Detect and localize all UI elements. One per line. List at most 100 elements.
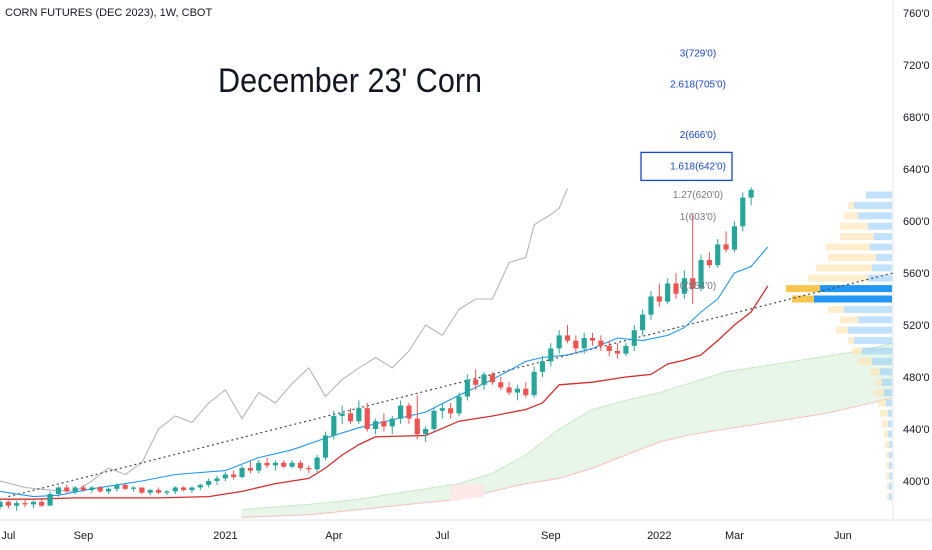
- price-tick-label: 720'0: [903, 60, 930, 72]
- volume-bar-up: [848, 326, 892, 334]
- candle-body: [665, 283, 671, 302]
- volume-bar-up: [814, 295, 892, 303]
- ichimoku-cloud: [241, 342, 894, 518]
- price-tick-label: 400'0: [903, 476, 930, 488]
- candle-body: [214, 478, 220, 481]
- candle-body: [439, 408, 445, 411]
- candle-body: [147, 490, 153, 493]
- volume-bar-up: [889, 461, 892, 469]
- volume-bar-down: [828, 253, 876, 261]
- volume-bar-down: [852, 347, 862, 355]
- volume-bar-down: [887, 482, 889, 490]
- candle-body: [181, 487, 187, 491]
- candle-body: [306, 468, 312, 470]
- volume-bar-up: [884, 389, 892, 397]
- trendline: [8, 272, 894, 498]
- candle-body: [623, 345, 629, 354]
- volume-bar-up: [844, 305, 892, 313]
- price-tick-label: 680'0: [903, 112, 930, 124]
- candle-body: [690, 278, 696, 289]
- candle-body: [189, 487, 195, 491]
- fib-label: 1.27(620'0): [673, 190, 723, 201]
- volume-bar-down: [878, 399, 886, 407]
- candle-body: [414, 418, 420, 435]
- price-tick-label: 440'0: [903, 424, 930, 436]
- candle-body: [389, 418, 395, 427]
- candle-body: [272, 462, 278, 466]
- volume-bar-down: [858, 357, 872, 365]
- volume-bar-up: [870, 243, 892, 251]
- volume-bar-up: [854, 201, 892, 209]
- volume-bar-down: [844, 212, 858, 220]
- volume-bar-down: [882, 420, 888, 428]
- candle-body: [222, 474, 228, 479]
- candle-body: [314, 457, 320, 470]
- volume-bar-down: [885, 441, 889, 449]
- volume-bar-up: [889, 451, 892, 459]
- volume-bar-down: [886, 461, 889, 469]
- time-tick-label: Jul: [435, 530, 449, 542]
- symbol-title: CORN FUTURES (DEC 2023), 1W, CBOT: [5, 7, 212, 19]
- candle-body: [723, 244, 729, 250]
- volume-bar-up: [858, 212, 892, 220]
- candle-body: [256, 462, 262, 471]
- candle-body: [22, 503, 28, 505]
- candle-body: [239, 468, 245, 478]
- candle-body: [631, 330, 637, 346]
- volume-bar-down: [876, 378, 882, 386]
- candle-body: [80, 487, 87, 491]
- candle-body: [606, 345, 612, 351]
- candle-body: [706, 260, 712, 266]
- candle-body: [30, 501, 36, 505]
- candle-body: [398, 405, 404, 419]
- candle-body: [673, 283, 679, 294]
- volume-bar-up: [888, 430, 892, 438]
- candle-body: [297, 462, 304, 468]
- candle-body: [47, 494, 53, 506]
- fib-label: 0($54'0): [680, 281, 716, 292]
- candle-body: [55, 487, 62, 494]
- candle-body: [164, 491, 170, 493]
- overlay-series: [0, 188, 569, 492]
- candle-body: [698, 260, 704, 289]
- candle-body: [448, 408, 454, 414]
- time-tick-label: Apr: [325, 530, 342, 542]
- volume-bar-up: [886, 399, 892, 407]
- volume-bar-up: [872, 264, 892, 272]
- candle-body: [581, 338, 587, 349]
- candle-body: [122, 484, 128, 489]
- volume-bar-down: [886, 451, 889, 459]
- price-axis[interactable]: 760'0 720'0 680'0 640'0 600'0 560'0 520'0 480'0…: [903, 8, 930, 488]
- fib-highlight-box: [640, 151, 733, 182]
- candle-body: [615, 351, 621, 354]
- candle-body: [731, 226, 738, 250]
- candle-body: [498, 382, 504, 388]
- volume-bar-down: [884, 430, 888, 438]
- candle-body: [130, 487, 137, 489]
- candle-body: [172, 487, 178, 492]
- volume-bar-up: [888, 409, 892, 417]
- candle-body: [14, 503, 20, 506]
- price-tick-label: 520'0: [903, 320, 930, 332]
- dotted-trendline: [8, 272, 894, 498]
- time-tick-label: 2021: [213, 530, 237, 542]
- candle-body: [247, 468, 253, 471]
- candle-body: [489, 374, 495, 383]
- candle-body: [598, 340, 604, 346]
- time-axis[interactable]: Jul Sep 2021 Apr Jul Sep 2022 Mar Jun: [1, 530, 851, 542]
- volume-bar-up: [889, 482, 892, 490]
- candle-body: [356, 408, 362, 422]
- volume-bar-down: [786, 285, 820, 293]
- fib-extension-labels: 3(729'0) 2.618(705'0) 2(666'0) 1.618(642'0)…: [640, 48, 733, 292]
- chart-annotation[interactable]: December 23' Corn: [218, 62, 482, 100]
- time-tick-label: Jul: [1, 530, 15, 542]
- volume-bar-up: [858, 316, 892, 324]
- volume-bar-down: [826, 243, 870, 251]
- candle-body: [72, 487, 78, 492]
- candle-body: [114, 484, 120, 489]
- candle-body: [139, 487, 145, 493]
- candle-body: [506, 387, 512, 393]
- candle-body: [197, 484, 203, 488]
- candle-body: [64, 487, 70, 492]
